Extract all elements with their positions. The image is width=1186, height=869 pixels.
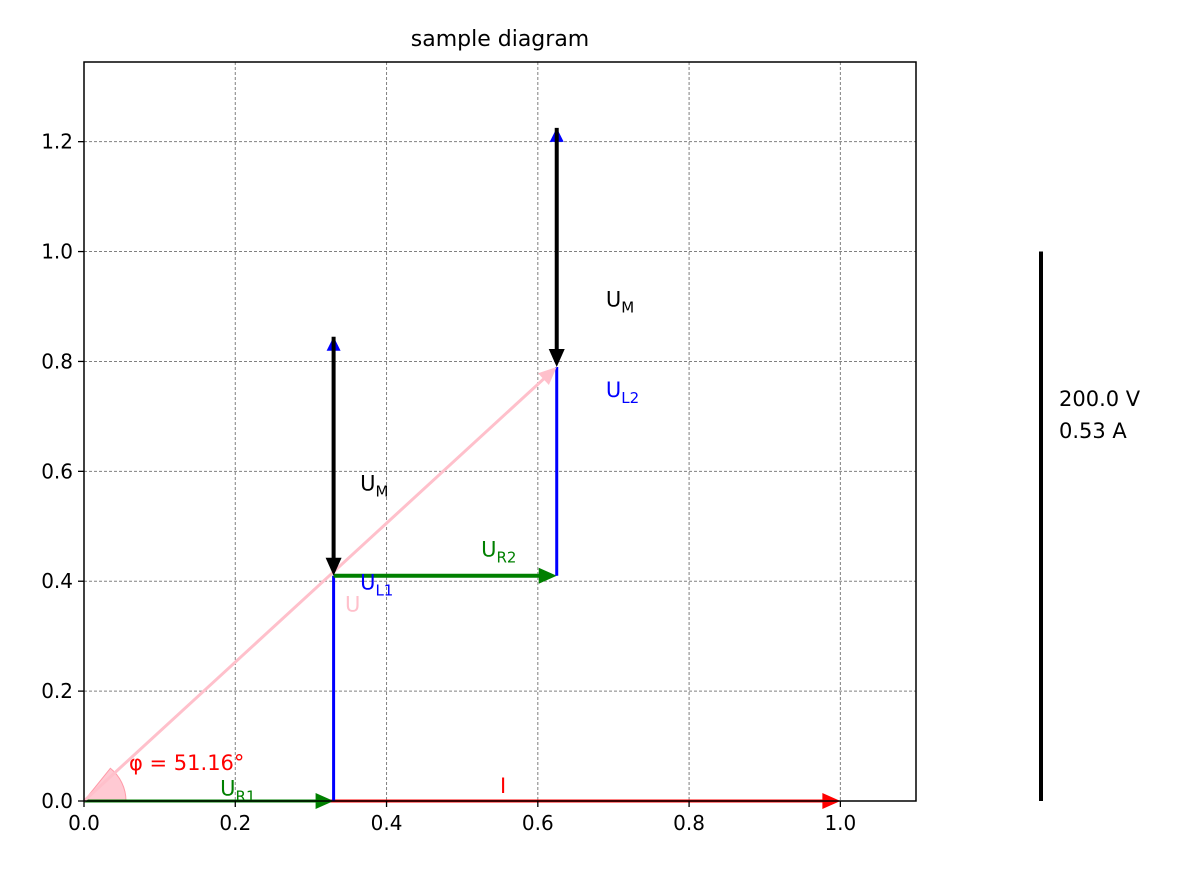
vector-arrowhead [538,366,557,386]
vector-label: UL2 [606,378,639,407]
x-tick-label: 0.6 [522,811,554,835]
y-tick-label: 0.0 [41,789,73,813]
x-tick-label: 1.0 [824,811,856,835]
vector-label: UR2 [481,537,516,566]
y-tick-label: 0.4 [41,569,73,593]
vector-label: UM [360,472,388,501]
x-tick-label: 0.2 [219,811,251,835]
vector-arrowhead [538,567,557,584]
chart-title: sample diagram [411,27,589,52]
y-tick-label: 0.6 [41,459,73,483]
vector-arrowhead [548,348,565,367]
vector-label: UM [606,288,634,317]
vector-arrowhead [325,557,342,576]
scale-bar-current-label: 0.53 A [1059,419,1127,443]
grid-lines [83,62,916,802]
vector-label-subscript: R2 [496,548,516,566]
vector-shaft [82,376,546,803]
phi-angle-label: φ = 51.16° [129,751,244,775]
x-tick-label: 0.8 [673,811,705,835]
y-tick-label: 1.2 [41,130,73,154]
y-tick-label: 0.8 [41,349,73,373]
y-tick-label: 1.0 [41,240,73,264]
plot-frame [83,61,917,802]
vector-label-subscript: L2 [621,389,639,407]
vector-label-subscript: L1 [375,581,393,599]
scale-bar: 200.0 V 0.53 A [1039,251,1141,801]
scale-bar-voltage-label: 200.0 V [1059,387,1141,411]
x-tick-label: 0.4 [371,811,403,835]
vector-label-subscript: R1 [236,788,256,806]
vector-label-subscript: M [375,483,388,501]
y-tick-label: 0.2 [41,679,73,703]
vector-label-subscript: M [621,299,634,317]
phasor-vectors [82,127,841,809]
axis-ticks: 0.0 0.2 0.4 0.6 0.8 1.0 0.0 0.2 0.4 0.6 0.8 1.0 1.2 [41,130,856,835]
vector-label: U [345,592,360,616]
x-tick-label: 0.0 [68,811,100,835]
vector-label: I [500,774,506,798]
